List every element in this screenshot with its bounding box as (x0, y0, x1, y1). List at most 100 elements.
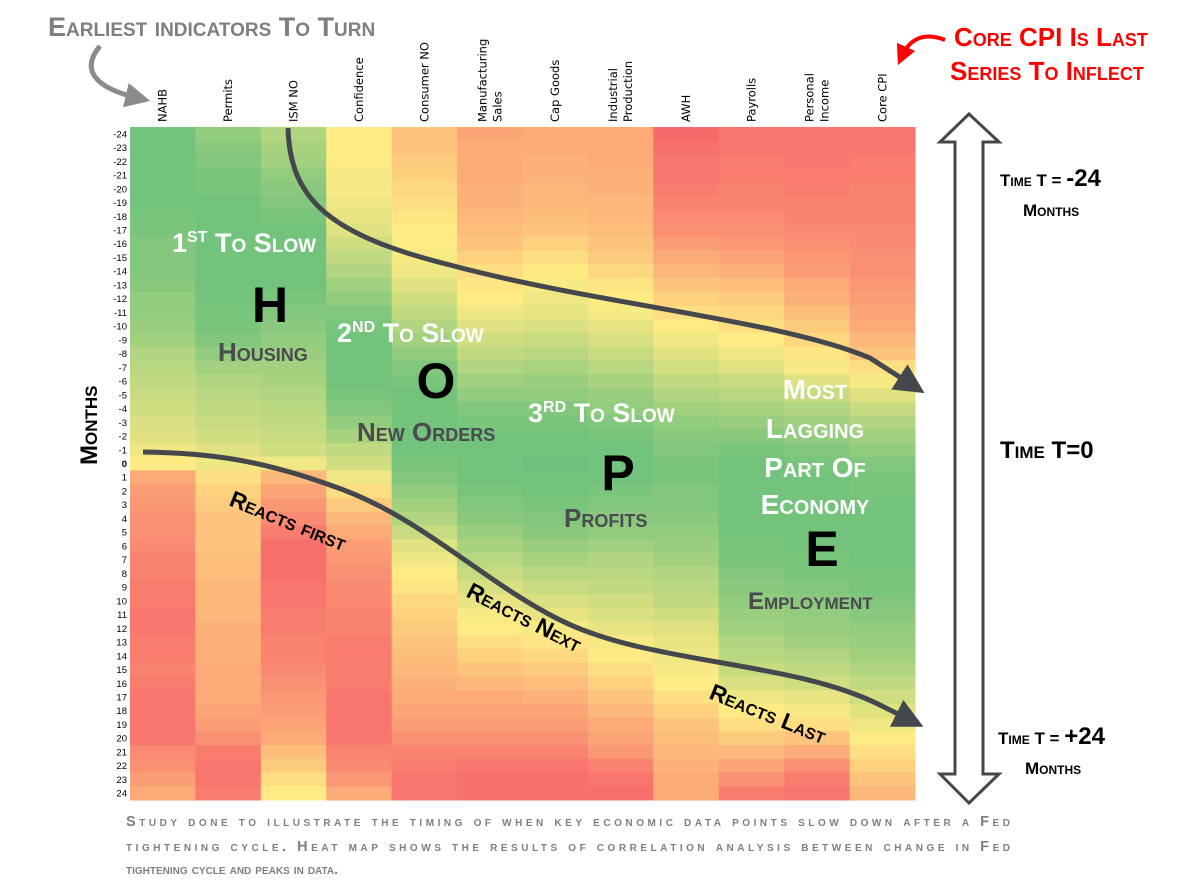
heatmap-cell (653, 607, 720, 622)
heatmap-cell (849, 662, 916, 677)
heatmap-cell (849, 305, 916, 320)
heatmap-cell (784, 305, 851, 320)
heatmap-cell (784, 223, 851, 238)
time-start-label: Time T = -24 (1000, 165, 1102, 192)
heatmap-cell (195, 772, 262, 787)
heatmap-cell (457, 676, 523, 691)
heatmap-cell (457, 319, 523, 334)
footnote-line3: tightening cycle and peaks in data. (126, 862, 338, 878)
heatmap-cell (587, 319, 654, 334)
heatmap-cell (457, 291, 523, 307)
chart-title: Earliest indicators To Turn (48, 12, 375, 42)
row-tick-label: -16 (113, 239, 127, 250)
heatmap-cell (784, 456, 851, 471)
heatmap-cell (522, 415, 589, 430)
heatmap-cell (457, 662, 523, 677)
heatmap-cell (195, 635, 262, 650)
heatmap-cell (260, 236, 327, 252)
heatmap-cell (587, 470, 654, 485)
core-cpi-note-line1: Core CPI Is Last (954, 22, 1148, 52)
heatmap-cell (195, 154, 262, 169)
heatmap-cell (260, 401, 327, 416)
heatmap-cell (130, 154, 196, 169)
heatmap-cell (260, 429, 327, 444)
heatmap-cell (195, 539, 262, 554)
heatmap-cell (587, 566, 654, 581)
heatmap-cell (849, 648, 916, 664)
row-tick-label: 2 (122, 486, 127, 497)
heatmap-cell (457, 154, 523, 169)
heatmap-cell (130, 593, 196, 609)
heatmap-cell (391, 346, 458, 361)
heatmap-cell (391, 387, 458, 403)
heatmap-cell (718, 635, 785, 650)
heatmap-cell (718, 470, 785, 485)
heatmap-cell (326, 209, 393, 224)
heatmap-cell (326, 456, 393, 471)
heatmap-cell (784, 470, 851, 485)
row-tick-label: -17 (113, 226, 127, 237)
heatmap-cell (587, 387, 654, 403)
heatmap-cell (784, 250, 851, 265)
heatmap-cell (260, 662, 327, 677)
heatmap-cell (849, 552, 916, 568)
heatmap-cell (457, 250, 523, 265)
heatmap-cell (653, 223, 720, 238)
heatmap-cell (522, 401, 589, 416)
heatmap-cell (849, 497, 916, 513)
heatmap-cell (326, 127, 393, 142)
heatmap-cell (326, 415, 393, 430)
heatmap-cell (784, 593, 851, 609)
row-tick-label: -2 (119, 432, 127, 443)
heatmap-cell (653, 593, 720, 609)
heatmap-cell (391, 786, 458, 801)
heatmap-cell (784, 209, 851, 224)
heatmap-cell (326, 305, 393, 320)
heatmap-cell (326, 539, 393, 554)
heatmap-cell (130, 607, 196, 622)
heatmap-cell (130, 250, 196, 265)
heatmap-cell (784, 552, 851, 568)
heatmap-cell (522, 140, 589, 155)
employment-label: Employment (748, 588, 873, 615)
heatmap-cell (195, 250, 262, 265)
heatmap-cell (653, 374, 720, 389)
heatmap-cell (784, 442, 851, 458)
heatmap-cell (587, 346, 654, 361)
heatmap-cell (718, 181, 785, 197)
heatmap-cell (587, 552, 654, 568)
heatmap-cell (849, 154, 916, 169)
heatmap-cell (260, 745, 327, 760)
time-end-label: Time T = +24 (998, 723, 1106, 750)
heatmap-cell (130, 278, 196, 293)
heatmap-cell (130, 168, 196, 183)
row-tick-label: 10 (116, 596, 127, 607)
heatmap-cell (130, 525, 196, 540)
row-tick-label: -8 (119, 349, 127, 360)
heatmap-cell (718, 360, 785, 375)
heatmap-cell (718, 140, 785, 155)
heatmap-cell (522, 497, 589, 513)
row-tick-label: 21 (116, 747, 127, 758)
heatmap-cell (391, 374, 458, 389)
heatmap-cell (391, 305, 458, 320)
heatmap-cell (587, 209, 654, 224)
heatmap-cell (195, 745, 262, 760)
heatmap-cell (195, 703, 262, 719)
heatmap-cell (195, 140, 262, 155)
heatmap-cell (326, 758, 393, 774)
heatmap-cell (653, 168, 720, 183)
heatmap-cell (260, 305, 327, 320)
heatmap-cell (326, 264, 393, 279)
heatmap-cell (849, 470, 916, 485)
heatmap-cell (784, 648, 851, 664)
heatmap-cell (457, 635, 523, 650)
heatmap-cell (849, 140, 916, 155)
heatmap-cell (653, 511, 720, 526)
heatmap-cell (784, 236, 851, 252)
heatmap-cell (391, 456, 458, 471)
heatmap-cell (195, 690, 262, 705)
heatmap-cell (457, 264, 523, 279)
heatmap-cell (653, 690, 720, 705)
heatmap-cell (653, 525, 720, 540)
